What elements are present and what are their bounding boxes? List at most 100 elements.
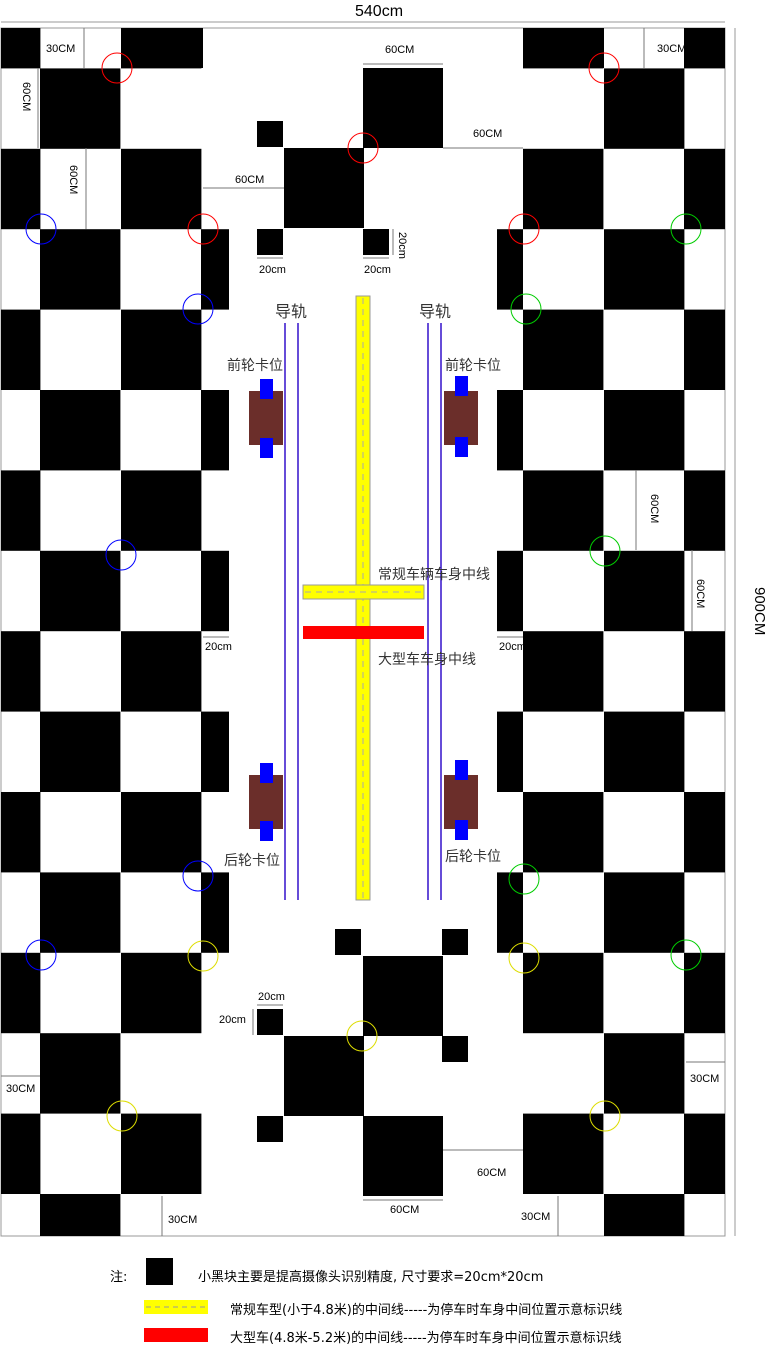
- checker-square: [201, 872, 229, 953]
- checker-square: [684, 792, 725, 873]
- marker-circle: [510, 293, 542, 325]
- checker-square: [201, 711, 229, 792]
- rail-label-right: 导轨: [419, 302, 452, 321]
- marker-circle: [25, 213, 57, 245]
- checker-square: [121, 28, 203, 68]
- checker-square: [201, 390, 229, 471]
- checker-square: [40, 68, 121, 149]
- measure-20-h2: 20cm: [364, 264, 391, 276]
- checker-square: [684, 28, 725, 69]
- measure-30-bl: 30CM: [6, 1083, 36, 1095]
- checker-square: [604, 390, 685, 471]
- legend-black-block: 小黑块主要是提高摄像头识别精度, 尺寸要求=20cm*20cm: [198, 1270, 544, 1285]
- measure-30-bot-r: 30CM: [521, 1211, 551, 1223]
- bottom-center-pattern: [257, 929, 468, 1196]
- measure-20-mid-l: 20cm: [205, 641, 232, 653]
- marker-circle: [508, 942, 540, 974]
- checker-square: [684, 309, 725, 390]
- checker-square: [684, 470, 725, 551]
- marker-circle: [187, 940, 219, 972]
- normal-centerline-label: 常规车辆车身中线: [378, 567, 490, 583]
- checker-square: [604, 550, 685, 632]
- checker-square: [40, 229, 121, 310]
- checker-square: [121, 470, 202, 551]
- checker-square: [604, 68, 685, 149]
- checker-square: [523, 148, 604, 230]
- measure-60-tl-v: 60CM: [20, 82, 32, 112]
- checker-square: [523, 309, 604, 390]
- measure-60-mid-l: 60CM: [235, 174, 265, 186]
- checker-square: [121, 148, 202, 230]
- rear-wheel-label-left: 后轮卡位: [224, 853, 280, 869]
- checker-square: [1, 1113, 41, 1194]
- checker-square: [604, 1194, 685, 1236]
- checker-square: [497, 550, 523, 632]
- measure-60-top-r: 60CM: [473, 128, 503, 140]
- marker-circle: [25, 939, 57, 971]
- legend-yellow-line: 常规车型(小于4.8米)的中间线-----为停车时车身中间位置示意标识线: [230, 1303, 623, 1318]
- height-label: 900CM: [751, 587, 768, 636]
- checker-square: [201, 229, 229, 310]
- front-wheel-label-right: 前轮卡位: [445, 358, 501, 374]
- marker-circle: [347, 132, 379, 164]
- width-label: 540cm: [355, 3, 404, 20]
- measure-20-mid-r: 20cm: [499, 641, 526, 653]
- checker-square: [523, 28, 604, 68]
- marker-circle: [589, 535, 621, 567]
- checker-square: [121, 952, 202, 1034]
- checker-square: [40, 1033, 121, 1114]
- measure-60-top: 60CM: [385, 44, 415, 56]
- marker-circle: [187, 213, 219, 245]
- checker-square: [1, 792, 41, 873]
- checker-square: [497, 390, 523, 471]
- measure-20-bot-h: 20cm: [258, 991, 285, 1003]
- marker-circle: [106, 1100, 138, 1132]
- checker-square: [497, 711, 523, 792]
- checker-square: [684, 1113, 725, 1194]
- rail-label-left: 导轨: [275, 302, 308, 321]
- marker-circle: [508, 213, 540, 245]
- checker-square: [201, 550, 229, 632]
- checker-square: [604, 229, 685, 310]
- measure-60-r-v1: 60CM: [648, 494, 660, 524]
- measure-30-tr: 30CM: [657, 43, 687, 55]
- marker-circle: [589, 1100, 621, 1132]
- measure-30-tl: 30CM: [46, 43, 76, 55]
- checker-square: [1, 470, 41, 551]
- rails: [284, 323, 442, 900]
- corner-markers: [25, 52, 702, 1132]
- checker-square: [40, 550, 121, 632]
- checker-square: [1, 309, 41, 390]
- checker-square: [121, 792, 202, 873]
- marker-circle: [182, 293, 214, 325]
- checker-square: [40, 1194, 121, 1236]
- wheel-chocks: [249, 376, 478, 841]
- normal-centerline: [302, 584, 425, 600]
- checker-square: [684, 148, 725, 230]
- checker-square: [604, 1033, 685, 1114]
- checker-square: [1, 631, 41, 712]
- checker-square: [523, 1113, 604, 1194]
- marker-circle: [346, 1020, 378, 1052]
- checker-square: [604, 872, 685, 953]
- measure-30-br: 30CM: [690, 1073, 720, 1085]
- checker-square: [523, 792, 604, 873]
- checker-square: [684, 952, 725, 1034]
- checker-square: [1, 148, 41, 230]
- checker-square: [497, 229, 523, 310]
- marker-circle: [101, 52, 133, 84]
- checker-square: [604, 711, 685, 792]
- checker-square: [121, 631, 202, 712]
- checker-square: [523, 631, 604, 712]
- marker-circle: [105, 539, 137, 571]
- checker-square: [40, 711, 121, 792]
- measure-60-tl-v2: 60CM: [67, 165, 79, 195]
- top-center-pattern: [257, 68, 443, 255]
- checker-square: [40, 390, 121, 471]
- measure-60-bot: 60CM: [390, 1204, 420, 1216]
- marker-circle: [508, 863, 540, 895]
- checker-square: [523, 952, 604, 1034]
- measure-20-h1: 20cm: [259, 264, 286, 276]
- measure-20-bot-v: 20cm: [219, 1014, 246, 1026]
